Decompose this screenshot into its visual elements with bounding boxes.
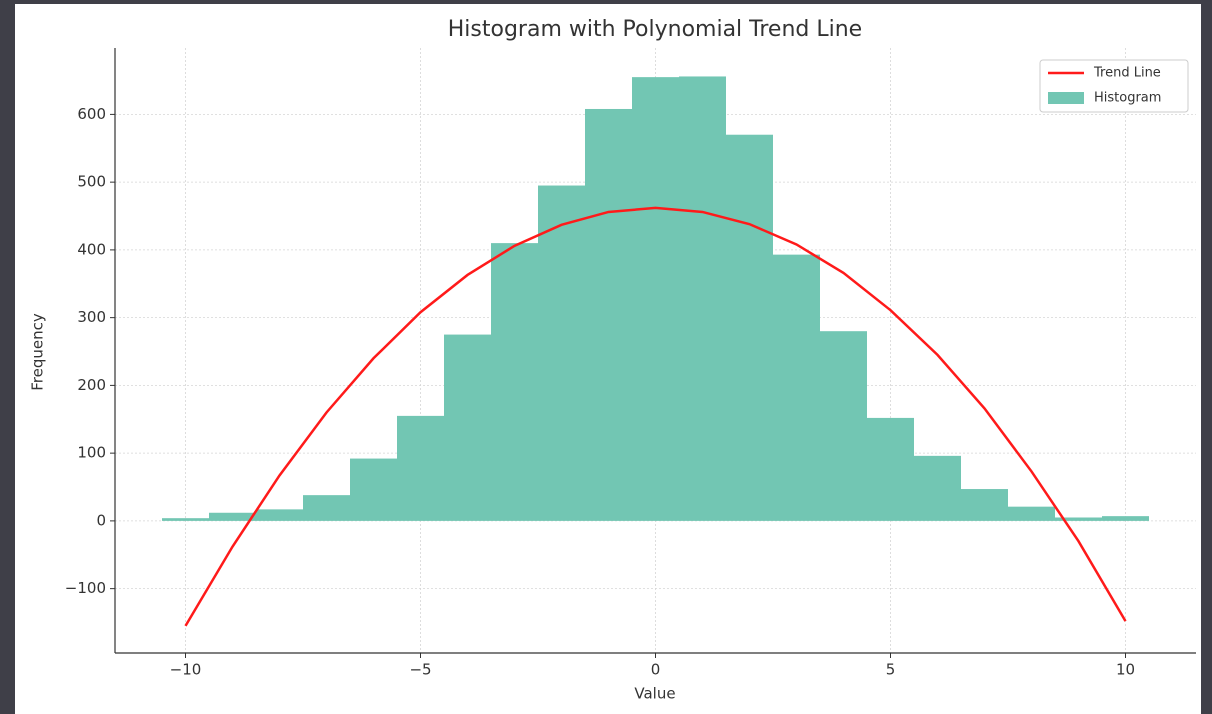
bar — [914, 455, 961, 521]
bar — [1008, 506, 1055, 521]
bar — [773, 254, 820, 521]
bar — [209, 512, 256, 521]
bar — [303, 495, 350, 521]
x-tick-label: 10 — [1116, 661, 1135, 679]
bar — [444, 334, 491, 521]
x-axis-label: Value — [634, 685, 675, 703]
y-tick-label: 200 — [77, 376, 106, 394]
x-tick-label: 5 — [886, 661, 896, 679]
y-tick-label: 500 — [77, 173, 106, 191]
y-tick-label: 100 — [77, 444, 106, 462]
y-tick-label: −100 — [65, 579, 106, 597]
bar — [820, 331, 867, 521]
bar — [491, 243, 538, 521]
legend-label: Histogram — [1094, 91, 1161, 106]
y-tick-label: 0 — [96, 511, 106, 529]
bar — [961, 489, 1008, 521]
bar — [679, 76, 726, 521]
x-tick-label: −10 — [170, 661, 202, 679]
bar — [867, 417, 914, 521]
chart-title: Histogram with Polynomial Trend Line — [448, 17, 862, 42]
bar — [538, 185, 585, 521]
bar — [350, 458, 397, 521]
legend-label: Trend Line — [1093, 66, 1161, 81]
bar — [1055, 517, 1102, 521]
bar — [632, 77, 679, 521]
bar — [585, 108, 632, 521]
y-tick-label: 600 — [77, 105, 106, 123]
bar — [397, 415, 444, 521]
bar — [726, 134, 773, 521]
y-axis-label: Frequency — [29, 313, 47, 391]
trend-line — [184, 206, 1127, 627]
bar — [256, 509, 303, 521]
y-tick-label: 300 — [77, 308, 106, 326]
y-tick-label: 400 — [77, 240, 106, 258]
legend-bar-swatch — [1048, 92, 1084, 104]
bar — [1102, 516, 1149, 521]
x-tick-label: 0 — [651, 661, 661, 679]
bar — [162, 518, 209, 521]
x-tick-label: −5 — [409, 661, 431, 679]
